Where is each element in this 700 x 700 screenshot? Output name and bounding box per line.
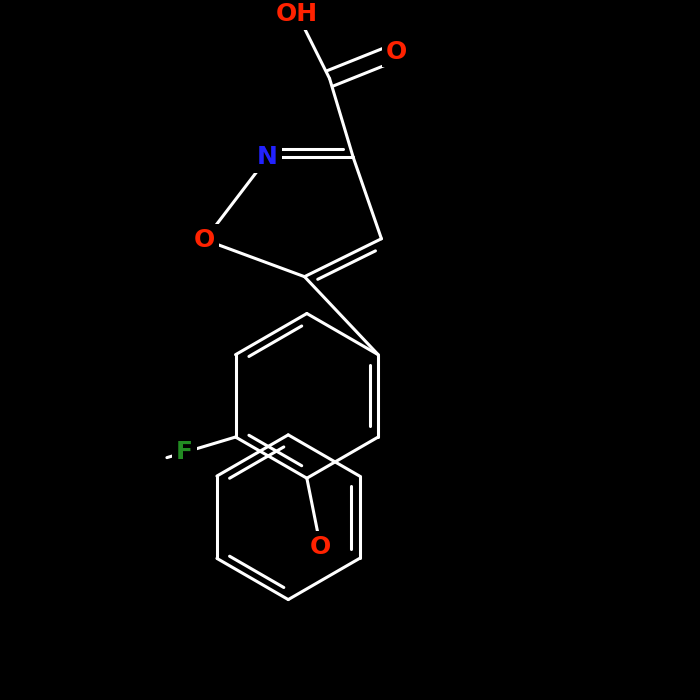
Text: O: O xyxy=(386,40,407,64)
Text: N: N xyxy=(257,146,278,169)
Text: O: O xyxy=(310,535,331,559)
Text: O: O xyxy=(194,228,216,252)
Text: F: F xyxy=(176,440,192,464)
Text: OH: OH xyxy=(276,2,318,26)
